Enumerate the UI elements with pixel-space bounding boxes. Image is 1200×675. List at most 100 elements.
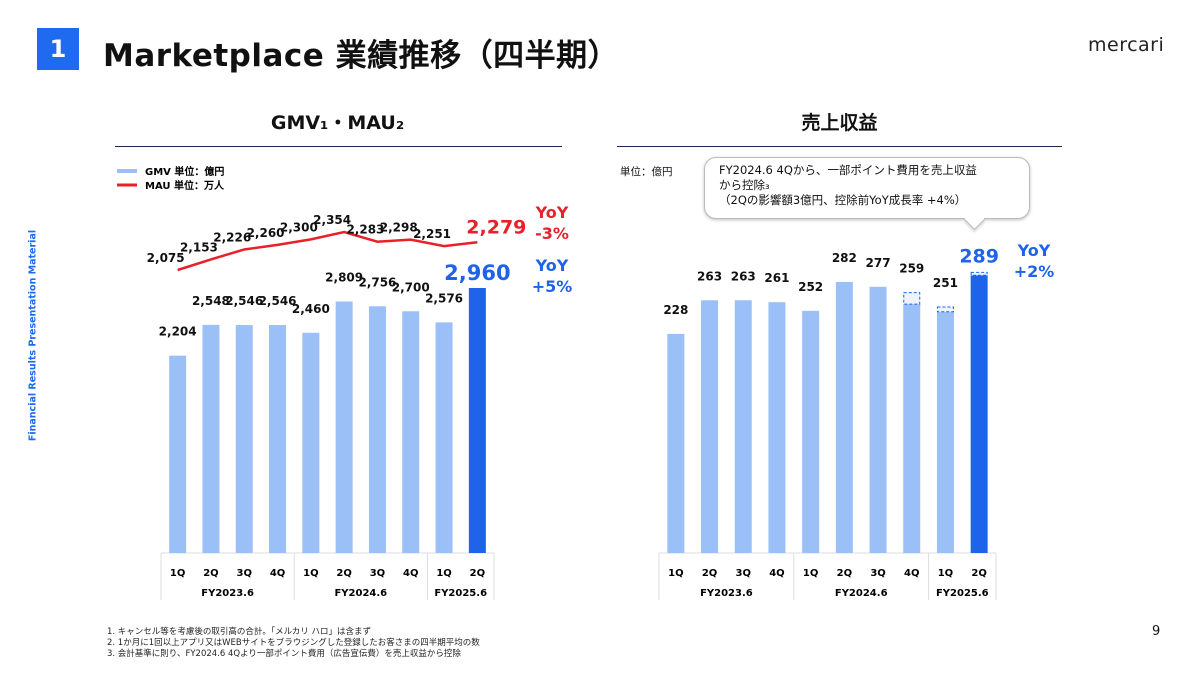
revenue-data-label: 261 [764, 271, 789, 285]
revenue-yoy-label: YoY [1017, 241, 1051, 260]
revenue-data-label: 259 [899, 262, 924, 276]
mercari-logo: mercari [1088, 34, 1165, 56]
mau-yoy-value: -3% [535, 224, 569, 243]
x-group-label: FY2023.6 [700, 588, 753, 599]
legend-gmv-label: GMV 単位：億円 [145, 165, 224, 178]
section-number-badge: 1 [37, 28, 79, 70]
gmv-data-label: 2,809 [325, 271, 363, 285]
mau-line [177, 230, 478, 272]
gmv-data-label: 2,960 [444, 261, 510, 285]
revenue-data-label: 277 [866, 256, 891, 270]
x-tick-label: 1Q [803, 568, 818, 579]
revenue-data-label: 251 [933, 276, 958, 290]
revenue-yoy-value: +2% [1014, 262, 1055, 281]
x-tick-label: 2Q [971, 568, 986, 579]
page-number: 9 [1152, 624, 1161, 639]
mau-data-label: 2,300 [280, 220, 318, 234]
x-tick-label: 1Q [170, 568, 185, 579]
revenue-bar [903, 304, 921, 553]
mau-data-label: 2,298 [380, 221, 418, 235]
x-tick-label: 3Q [370, 568, 385, 579]
x-tick-label: 2Q [837, 568, 852, 579]
divider [115, 146, 562, 147]
revenue-bar [701, 300, 719, 553]
x-tick-label: 4Q [769, 568, 784, 579]
gmv-data-label: 2,548 [192, 294, 230, 308]
gmv-data-label: 2,546 [225, 294, 263, 308]
revenue-bar [768, 302, 786, 553]
gmv-data-label: 2,546 [259, 294, 297, 308]
deducted-points-box [936, 306, 954, 313]
gmv-bar [402, 311, 420, 553]
x-group-label: FY2025.6 [936, 588, 989, 599]
revenue-section-title: 売上収益 [801, 112, 878, 134]
revenue-data-label: 263 [731, 269, 756, 283]
x-tick-label: 4Q [904, 568, 919, 579]
x-group-label: FY2024.6 [835, 588, 888, 599]
x-group-label: FY2023.6 [201, 588, 254, 599]
gmv-bar [169, 355, 187, 553]
mau-yoy-label: YoY [535, 203, 569, 222]
revenue-bar [835, 281, 853, 553]
page-title: Marketplace 業績推移（四半期） [103, 38, 620, 74]
x-tick-label: 1Q [436, 568, 451, 579]
mau-data-label: 2,260 [247, 226, 285, 240]
x-group-label: FY2025.6 [434, 588, 487, 599]
gmv-bar [302, 332, 320, 553]
gmv-data-label: 2,204 [159, 325, 197, 339]
deducted-points-box [903, 292, 921, 305]
revenue-data-label: 252 [798, 280, 823, 294]
divider [617, 146, 1062, 147]
gmv-yoy-label: YoY [535, 256, 569, 275]
callout-line: （2Qの影響額3億円、控除前YoY成長率 +4%） [719, 193, 967, 207]
gmv-data-label: 2,576 [425, 291, 463, 305]
mau-data-label: 2,251 [413, 227, 451, 241]
footnote: 3. 会計基準に則り、FY2024.6 4Qより一部ポイント費用（広告宣伝費）を… [107, 649, 461, 659]
x-group-label: FY2024.6 [334, 588, 387, 599]
revenue-data-label: 263 [697, 269, 722, 283]
revenue-bar [936, 311, 954, 553]
x-tick-label: 1Q [938, 568, 953, 579]
callout-bubble: FY2024.6 4Qから、一部ポイント費用を売上収益 から控除₃ （2Qの影響… [704, 157, 1030, 219]
revenue-bar [667, 333, 685, 553]
revenue-bar [869, 286, 887, 553]
gmv-data-label: 2,756 [358, 275, 396, 289]
revenue-data-label: 289 [959, 245, 999, 267]
gmv-bar [468, 288, 486, 553]
x-tick-label: 2Q [470, 568, 485, 579]
mau-data-label: 2,153 [180, 240, 218, 254]
revenue-bar [734, 300, 752, 553]
revenue-bar [970, 275, 988, 553]
gmv-bar [435, 322, 453, 553]
mau-data-label: 2,354 [313, 213, 351, 227]
footnote: 2. 1か月に1回以上アプリ又はWEBサイトをブラウジングした登録したお客さまの… [107, 638, 480, 648]
gmv-mau-section-title: GMV₁・MAU₂ [270, 112, 405, 134]
mau-data-label: 2,283 [346, 223, 384, 237]
gmv-bar [235, 325, 253, 553]
mau-data-label: 2,226 [213, 230, 251, 244]
revenue-data-label: 282 [832, 251, 857, 265]
x-tick-label: 4Q [403, 568, 418, 579]
deducted-points-box [970, 271, 988, 276]
mau-data-label: 2,075 [147, 251, 185, 265]
revenue-bar [802, 310, 820, 553]
footnotes: 1. キャンセル等を考慮後の取引高の合計。「メルカリ ハロ」は含まず 2. 1か… [107, 627, 480, 660]
x-tick-label: 3Q [870, 568, 885, 579]
gmv-bar [269, 325, 287, 553]
gmv-bar [368, 306, 386, 553]
revenue-unit-label: 単位：億円 [620, 166, 673, 178]
gmv-bar [335, 301, 353, 553]
x-tick-label: 3Q [237, 568, 252, 579]
gmv-yoy-value: +5% [532, 277, 573, 296]
x-tick-label: 2Q [336, 568, 351, 579]
revenue-data-label: 228 [663, 303, 688, 317]
gmv-bar [202, 324, 220, 553]
x-tick-label: 2Q [203, 568, 218, 579]
x-tick-label: 1Q [668, 568, 683, 579]
gmv-data-label: 2,700 [392, 280, 430, 294]
callout-line: から控除₃ [719, 178, 770, 192]
gmv-data-label: 2,460 [292, 302, 330, 316]
callout-line: FY2024.6 4Qから、一部ポイント費用を売上収益 [719, 163, 977, 177]
x-tick-label: 1Q [303, 568, 318, 579]
